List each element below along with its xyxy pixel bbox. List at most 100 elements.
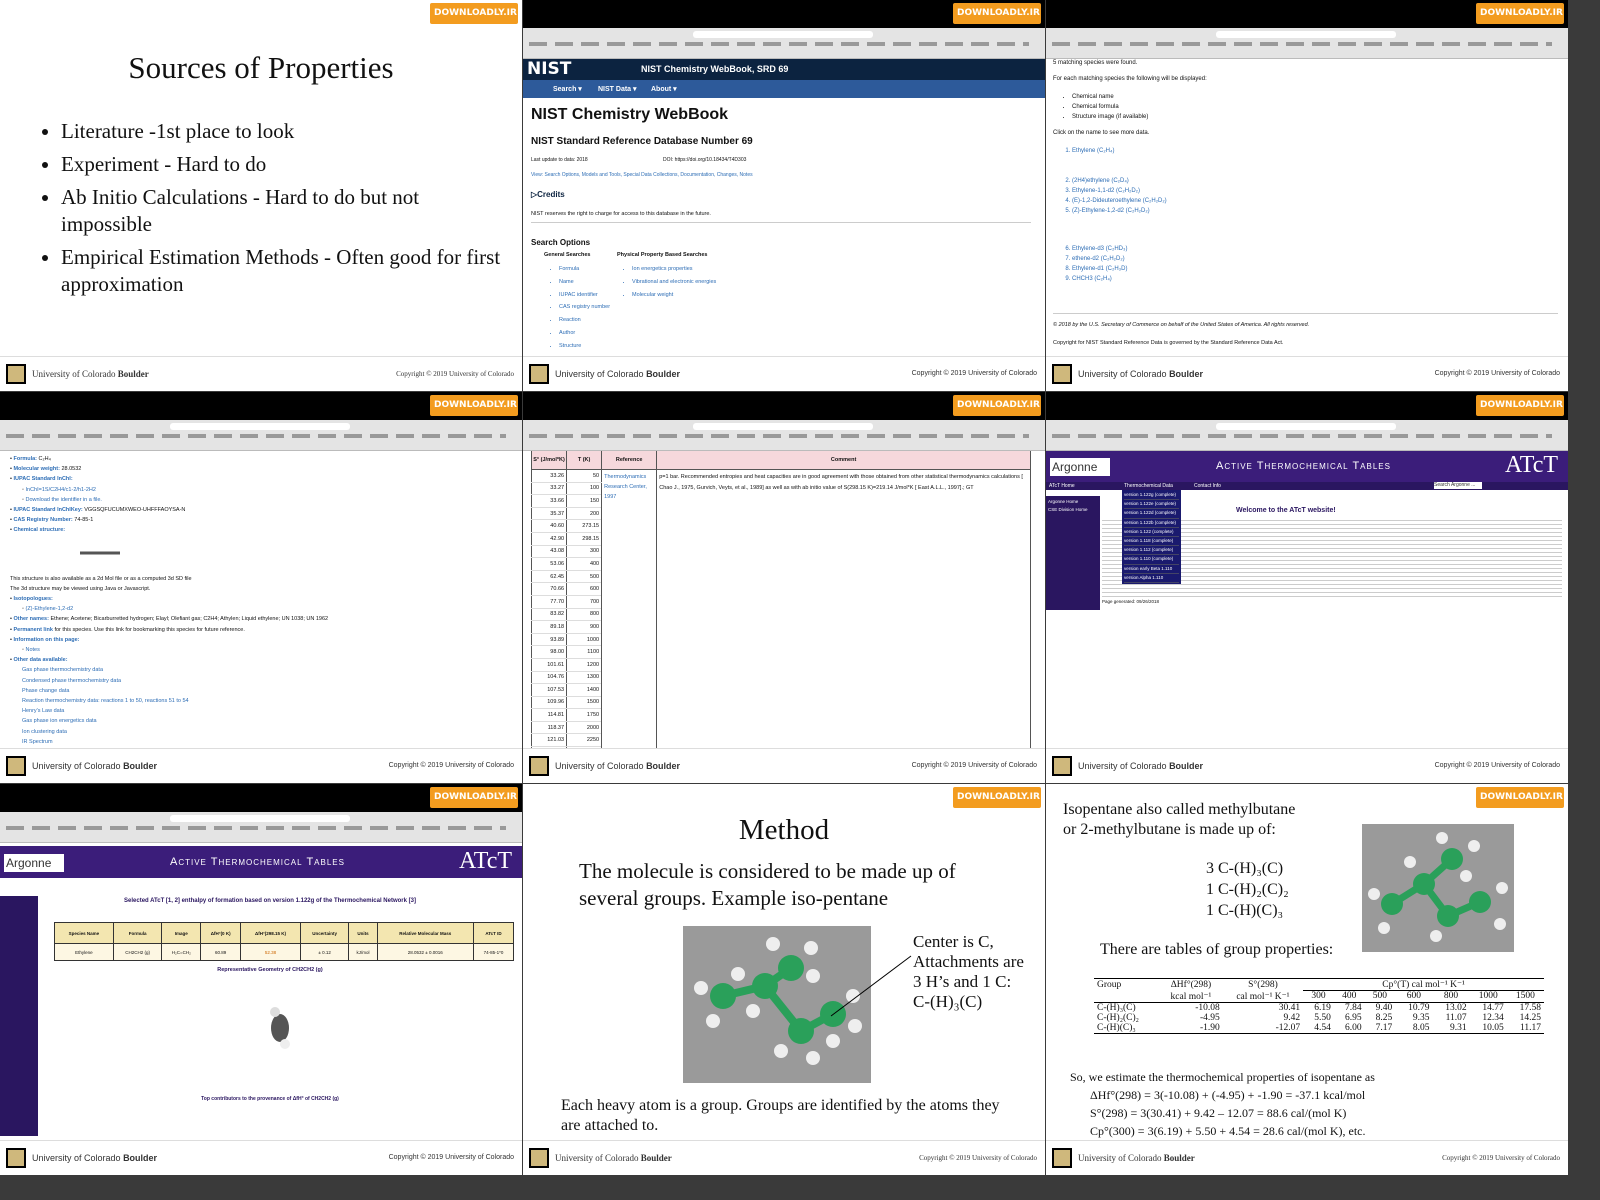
group: 1 C-(H)(C)₃ bbox=[1206, 902, 1284, 919]
list-item[interactable]: (2H4)ethylene (C₂D₄) bbox=[1072, 176, 1167, 186]
data-link[interactable]: Reaction thermochemistry data: reactions… bbox=[22, 698, 189, 705]
address-bar bbox=[693, 423, 873, 430]
menu-item[interactable]: version 1.122 (complete) bbox=[1124, 528, 1179, 538]
list-item[interactable]: Ethylene-d3 (C₂HD₃) bbox=[1072, 244, 1167, 254]
sidebar-link[interactable]: Argonne Home bbox=[1048, 499, 1079, 504]
list-item: Ab Initio Calculations - Hard to do but … bbox=[61, 184, 501, 238]
nav-item[interactable]: NIST Data ▾ bbox=[598, 86, 637, 93]
group-list: 3 C-(H)₃(C) 1 C-(H)₂(C)₂ 1 C-(H)(C)₃ bbox=[1206, 858, 1289, 921]
university-logo bbox=[1052, 756, 1072, 776]
watermark: DOWNLOADLY.IR bbox=[953, 787, 1041, 808]
nav-item[interactable]: About ▾ bbox=[651, 86, 677, 93]
list-item[interactable]: Author bbox=[559, 327, 610, 340]
cell: ± 0.12 bbox=[299, 943, 350, 961]
info-row: • Information on this page: bbox=[10, 636, 80, 643]
text: The 3d structure may be viewed using Jav… bbox=[10, 585, 151, 592]
list-item[interactable]: Reaction bbox=[559, 314, 610, 327]
text: © 2018 by the U.S. Secretary of Commerce… bbox=[1053, 322, 1310, 328]
sidebar-link[interactable]: CSE Division Home bbox=[1048, 507, 1088, 512]
list-item[interactable]: Vibrational and electronic energies bbox=[632, 276, 716, 289]
data-link[interactable]: Gas phase ion energetics data bbox=[22, 718, 97, 725]
list-item[interactable]: Ethylene-1,1-d2 (C₂H₂D₂) bbox=[1072, 186, 1167, 196]
menu-item[interactable]: version early Beta 1.110 bbox=[1124, 565, 1179, 574]
menu-item[interactable]: version 1.112 (complete) bbox=[1124, 546, 1179, 556]
list-item[interactable]: ethene-d2 (C₂H₂D₂) bbox=[1072, 254, 1167, 264]
list-item[interactable]: Ethylene-d1 (C₂H₃D) bbox=[1072, 264, 1167, 274]
university: University of Colorado bbox=[1078, 761, 1167, 771]
menu-item[interactable]: version 1.110 (complete) bbox=[1124, 555, 1179, 565]
cell: -10.08 bbox=[1195, 1002, 1220, 1013]
data-link[interactable]: Ion clustering data bbox=[22, 728, 67, 735]
link[interactable]: View: Search Options, Models and Tools, … bbox=[531, 172, 753, 178]
watermark: DOWNLOADLY.IR bbox=[953, 3, 1041, 24]
data-link[interactable]: Condensed phase thermochemistry data bbox=[22, 677, 122, 684]
data-link[interactable]: Gas phase thermochemistry data bbox=[22, 667, 104, 674]
callout-line-text: 3 H’s and 1 C: bbox=[913, 972, 1012, 991]
list-item[interactable]: IUPAC identifier bbox=[559, 289, 610, 302]
menu-item[interactable]: version 1.118 (complete) bbox=[1124, 537, 1179, 547]
cell: C-(H)(C)₃ bbox=[1097, 1022, 1136, 1033]
cell: 9.42 bbox=[1283, 1012, 1301, 1023]
cell: 11.17 bbox=[1519, 1022, 1541, 1033]
menu-item[interactable]: version 1.122b (complete) bbox=[1124, 519, 1179, 528]
list-item[interactable]: (E)-1,2-Dideuteroethylene (C₂H₂D₂) bbox=[1072, 196, 1167, 206]
bookmarks-bar bbox=[1052, 434, 1552, 438]
text: Copyright for NIST Standard Reference Da… bbox=[1053, 340, 1284, 346]
nav-item[interactable]: Thermochemical Data bbox=[1124, 483, 1173, 489]
cell: 33.26 bbox=[530, 469, 568, 483]
data-link[interactable]: Henry's Law data bbox=[22, 708, 65, 715]
list-item[interactable]: (Z)-Ethylene-1,2-d2 (C₂H₂D₂) bbox=[1072, 206, 1167, 216]
menu-item[interactable]: version 1.122d (complete) bbox=[1124, 509, 1179, 519]
data-link[interactable]: IR Spectrum bbox=[22, 738, 53, 745]
watermark: DOWNLOADLY.IR bbox=[430, 395, 518, 416]
university-logo bbox=[6, 364, 26, 384]
column-header: T (K) bbox=[566, 450, 603, 470]
watermark: DOWNLOADLY.IR bbox=[1476, 3, 1564, 24]
table-row: 53.06 400 bbox=[530, 557, 1031, 571]
list-item[interactable]: Molecular weight bbox=[632, 289, 716, 302]
cell: -12.07 bbox=[1275, 1022, 1301, 1033]
toggle[interactable]: ▷Credits bbox=[531, 190, 565, 199]
menu-item[interactable]: version Alpha 1.110 bbox=[1124, 574, 1179, 584]
cell: 9.35 bbox=[1412, 1012, 1430, 1023]
list-item[interactable]: Formula bbox=[559, 263, 610, 276]
cell: 200 bbox=[566, 507, 603, 521]
data-link[interactable]: Phase change data bbox=[22, 687, 70, 694]
temperature: 800 bbox=[1432, 990, 1470, 1002]
welcome: Welcome to the ATcT website! bbox=[1236, 507, 1336, 514]
campus: Boulder bbox=[646, 761, 681, 771]
temperature: 600 bbox=[1395, 990, 1433, 1002]
cell: 12.34 bbox=[1482, 1012, 1504, 1023]
copyright: Copyright © 2019 University of Colorado bbox=[919, 1154, 1037, 1162]
nist-logo: NIST bbox=[527, 59, 572, 79]
cell: -4.95 bbox=[1199, 1012, 1220, 1023]
list-item[interactable]: CAS registry number bbox=[559, 301, 610, 314]
list-item[interactable]: Name bbox=[559, 276, 610, 289]
nav-item[interactable]: ATcT Home bbox=[1049, 483, 1075, 489]
bookmarks-bar bbox=[1052, 42, 1552, 46]
menu-item[interactable]: version 1.122g (complete) bbox=[1124, 491, 1179, 501]
text: There are tables of group properties: bbox=[1100, 941, 1334, 958]
copyright: Copyright © 2019 University of Colorado bbox=[911, 370, 1037, 377]
nav-item[interactable]: Contact Info bbox=[1194, 483, 1221, 489]
cell: 9.31 bbox=[1450, 1022, 1467, 1033]
bookmarks-bar bbox=[6, 826, 506, 830]
menu-item[interactable]: version 1.122e (complete) bbox=[1124, 500, 1179, 510]
list-item[interactable]: Ion energetics properties bbox=[632, 263, 716, 276]
watermark: DOWNLOADLY.IR bbox=[430, 3, 518, 24]
slide-title: Method bbox=[738, 814, 830, 846]
text: Last update to data: 2018 bbox=[531, 157, 588, 163]
site-header: Argonne Active Thermochemical Tables ATc… bbox=[1046, 450, 1568, 482]
footer: University of Colorado Boulder Copyright … bbox=[1046, 748, 1568, 783]
info-value: InChI=1S/C2H4/c1-2/h1-2H2 bbox=[25, 486, 96, 493]
reference[interactable]: Thermodynamics Research Center, 1997 bbox=[601, 469, 658, 760]
comment: p=1 bar. Recommended entropies and heat … bbox=[656, 469, 1031, 760]
cell: 52.38 bbox=[240, 943, 301, 961]
list-item[interactable]: Ethylene (C₂H₄) bbox=[1072, 146, 1167, 156]
info-value: Ethene; Acetene; Bicarburretted hydrogen… bbox=[50, 616, 329, 623]
search-box[interactable]: Search Argonne ... bbox=[1434, 482, 1482, 489]
list-item[interactable]: CHCH3 (C₂H₄) bbox=[1072, 274, 1167, 284]
nav-item[interactable]: Search ▾ bbox=[553, 86, 582, 93]
info-row: • Other data available: bbox=[10, 657, 68, 664]
list-item[interactable]: Structure bbox=[559, 340, 610, 353]
